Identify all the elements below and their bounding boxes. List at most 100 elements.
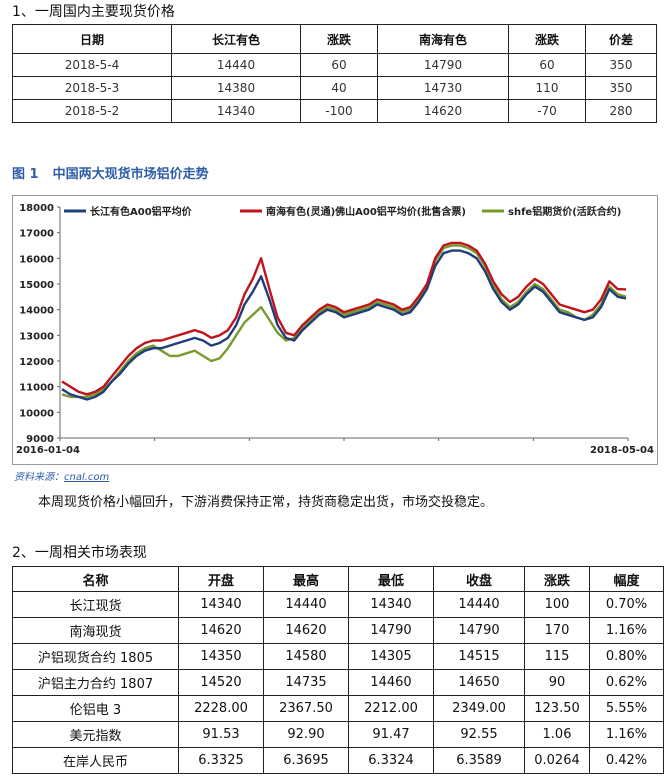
figure-title: 图 1 中国两大现货市场铝价走势 [12, 163, 209, 182]
cell: 14440 [263, 591, 349, 618]
legend-label: 长江有色A00铝平均价 [90, 205, 193, 218]
table-row: 伦铝电 3 2228.00 2367.50 2212.00 2349.00 123.50 5… [12, 695, 664, 722]
cell: 123.50 [524, 695, 590, 722]
cell: 1.16% [589, 617, 664, 644]
x-tick-label-end: 2018-05-04 [590, 445, 654, 456]
cell: 14440 [433, 591, 525, 618]
cell: 美元指数 [12, 721, 179, 748]
cell: 14730 [377, 76, 509, 100]
header-change: 涨跌 [524, 566, 590, 592]
header-change: 涨跌 [300, 24, 378, 54]
table-row: 2018-5-2 14340 -100 14620 -70 280 [12, 99, 657, 123]
table-row: 2018-5-4 14440 60 14790 60 350 [12, 53, 657, 77]
cell: 14350 [178, 643, 264, 670]
source-link[interactable]: cnal.com [64, 472, 110, 483]
cell: 0.80% [589, 643, 664, 670]
cell: 350 [585, 53, 657, 77]
y-tick-label: 17000 [19, 229, 54, 240]
header-change: 涨跌 [508, 24, 586, 54]
cell: 14735 [263, 669, 349, 696]
cell: 0.42% [589, 747, 664, 774]
table-row: 南海现货 14620 14620 14790 14790 170 1.16% [12, 617, 664, 644]
y-tick-label: 14000 [19, 306, 54, 317]
chart-border [12, 195, 658, 465]
cell: -100 [300, 99, 378, 123]
cell: 2228.00 [178, 695, 264, 722]
cell: 14580 [263, 643, 349, 670]
cell: 2018-5-4 [12, 53, 172, 77]
spot-price-table: 日期 长江有色 涨跌 南海有色 涨跌 价差 2018-5-4 14440 60 … [12, 24, 657, 123]
cell: 14305 [348, 643, 434, 670]
cell: 60 [300, 53, 378, 77]
cell: 2349.00 [433, 695, 525, 722]
aluminum-price-chart: 18000 17000 16000 15000 14000 13000 12000 11000… [12, 195, 658, 465]
cell: 0.0264 [524, 747, 590, 774]
cell: 115 [524, 643, 590, 670]
cell: 14440 [171, 53, 301, 77]
cell: 14790 [377, 53, 509, 77]
header-low: 最低 [348, 566, 434, 592]
cell: 14380 [171, 76, 301, 100]
cell: 在岸人民币 [12, 747, 179, 774]
y-tick-label: 13000 [19, 331, 54, 342]
cell: 5.55% [589, 695, 664, 722]
market-performance-table: 名称 开盘 最高 最低 收盘 涨跌 幅度 长江现货 14340 14440 14340… [12, 566, 664, 774]
cell: 0.62% [589, 669, 664, 696]
legend-label: shfe铝期货价(活跃合约) [508, 205, 621, 218]
y-tick-label: 12000 [19, 357, 54, 368]
cell: 14790 [433, 617, 525, 644]
y-tick-label: 18000 [19, 203, 54, 214]
cell: 6.3589 [433, 747, 525, 774]
cell: 6.3325 [178, 747, 264, 774]
header-name: 名称 [12, 566, 179, 592]
cell: 14620 [178, 617, 264, 644]
cell: 1.06 [524, 721, 590, 748]
figure-caption: 中国两大现货市场铝价走势 [52, 167, 209, 182]
cell: 350 [585, 76, 657, 100]
cell: 14620 [377, 99, 509, 123]
cell: 6.3324 [348, 747, 434, 774]
y-tick-label: 11000 [19, 383, 54, 394]
section2-title: 2、一周相关市场表现 [12, 545, 147, 561]
header-spread: 价差 [585, 24, 657, 54]
table-row: 在岸人民币 6.3325 6.3695 6.3324 6.3589 0.0264 0.42% [12, 747, 664, 774]
header-changjiang: 长江有色 [171, 24, 301, 54]
cell: 14790 [348, 617, 434, 644]
header-close: 收盘 [433, 566, 525, 592]
table-row: 美元指数 91.53 92.90 91.47 92.55 1.06 1.16% [12, 721, 664, 748]
cell: 100 [524, 591, 590, 618]
cell: 2367.50 [263, 695, 349, 722]
header-date: 日期 [12, 24, 172, 54]
section1-title: 1、一周国内主要现货价格 [12, 4, 175, 20]
cell: 280 [585, 99, 657, 123]
cell: 2212.00 [348, 695, 434, 722]
cell: 91.47 [348, 721, 434, 748]
cell: 沪铝主力合约 1807 [12, 669, 179, 696]
cell: 14650 [433, 669, 525, 696]
table-header-row: 日期 长江有色 涨跌 南海有色 涨跌 价差 [12, 24, 657, 54]
cell: 0.70% [589, 591, 664, 618]
table-header-row: 名称 开盘 最高 最低 收盘 涨跌 幅度 [12, 566, 664, 592]
cell: 沪铝现货合约 1805 [12, 643, 179, 670]
cell: 14460 [348, 669, 434, 696]
figure-number: 图 1 [12, 167, 39, 182]
y-tick-label: 10000 [19, 408, 54, 419]
cell: 14520 [178, 669, 264, 696]
legend-label: 南海有色(灵通)佛山A00铝平均价(批售含票) [266, 205, 466, 218]
cell: 1.16% [589, 721, 664, 748]
cell: 14515 [433, 643, 525, 670]
series-line-1 [61, 241, 627, 396]
cell: -70 [508, 99, 586, 123]
cell: 南海现货 [12, 617, 179, 644]
x-tick-label-start: 2016-01-04 [16, 445, 80, 456]
cell: 14340 [348, 591, 434, 618]
source-prefix: 资料来源： [14, 472, 64, 483]
cell: 60 [508, 53, 586, 77]
header-high: 最高 [263, 566, 349, 592]
cell: 长江现货 [12, 591, 179, 618]
table-row: 沪铝现货合约 1805 14350 14580 14305 14515 115 0.80% [12, 643, 664, 670]
cell: 92.90 [263, 721, 349, 748]
table-row: 2018-5-3 14380 40 14730 110 350 [12, 76, 657, 100]
series-line-0 [61, 249, 627, 401]
y-tick-label: 16000 [19, 254, 54, 265]
